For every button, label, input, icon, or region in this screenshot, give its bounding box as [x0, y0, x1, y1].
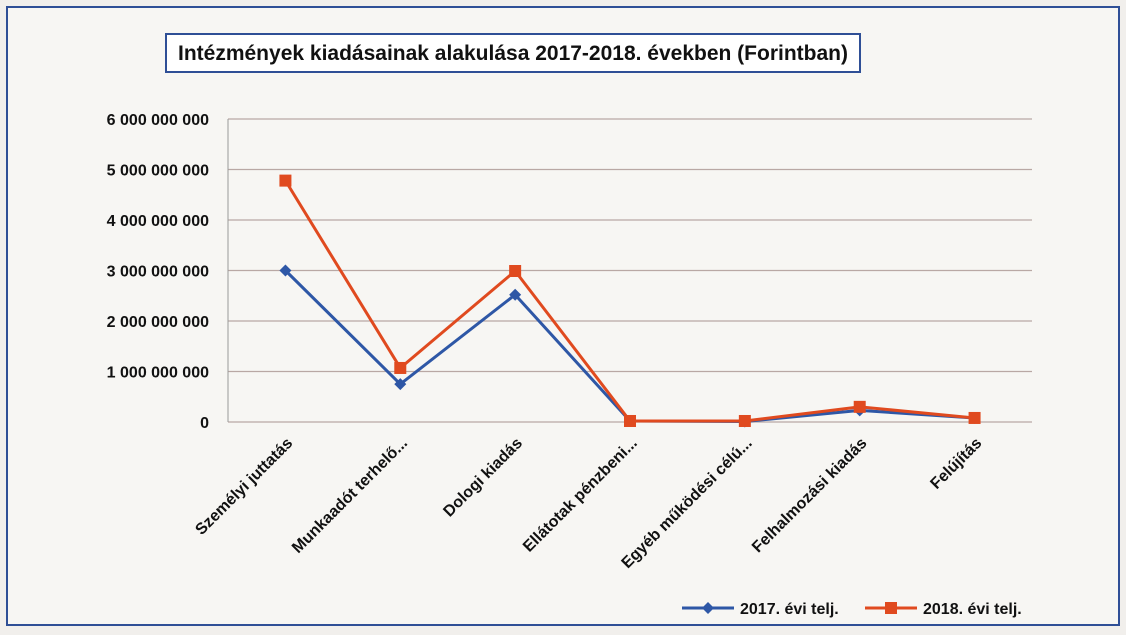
data-point: [968, 411, 981, 424]
y-axis-ticks: 0 1 000 000 000 2 000 000 000 3 000 000 000…: [107, 112, 209, 432]
data-point: [394, 378, 407, 391]
x-tick-label: Dologi kiadás: [440, 435, 526, 521]
x-tick-label: Felhalmozási kiadás: [749, 435, 871, 557]
data-point: [853, 400, 866, 413]
legend-marker: [885, 602, 897, 614]
data-point: [279, 174, 292, 187]
x-tick-label: Ellátotak pénzbeni...: [520, 435, 641, 556]
legend-marker: [702, 602, 714, 614]
legend-label: 2017. évi telj.: [740, 601, 839, 618]
y-tick-label: 2 000 000 000: [107, 314, 209, 331]
series-layer: [279, 174, 981, 428]
y-tick-label: 3 000 000 000: [107, 264, 209, 281]
data-point: [624, 414, 636, 427]
x-tick-label: Személyi juttatás: [192, 435, 296, 539]
data-point: [738, 414, 751, 427]
y-tick-label: 1 000 000 000: [107, 365, 209, 382]
data-point: [394, 361, 407, 374]
data-point: [279, 264, 292, 277]
y-tick-label: 6 000 000 000: [107, 112, 209, 129]
x-tick-label: Felújítás: [927, 435, 985, 493]
data-point: [509, 265, 522, 278]
x-tick-label: Munkaadót terhelő...: [289, 435, 411, 557]
legend: 2017. évi telj. 2018. évi telj.: [682, 601, 1022, 618]
chart-frame: [6, 6, 1120, 626]
x-tick-label: Egyéb működési célú...: [619, 435, 756, 572]
y-tick-label: 0: [200, 415, 209, 432]
legend-label: 2018. évi telj.: [923, 601, 1022, 618]
gridlines: [227, 118, 1032, 423]
data-point: [509, 288, 522, 301]
y-tick-label: 4 000 000 000: [107, 213, 209, 230]
chart-title: Intézmények kiadásainak alakulása 2017-2…: [165, 33, 861, 73]
series-line: [284, 179, 975, 423]
series-line: [284, 269, 975, 423]
y-tick-label: 5 000 000 000: [107, 163, 209, 180]
